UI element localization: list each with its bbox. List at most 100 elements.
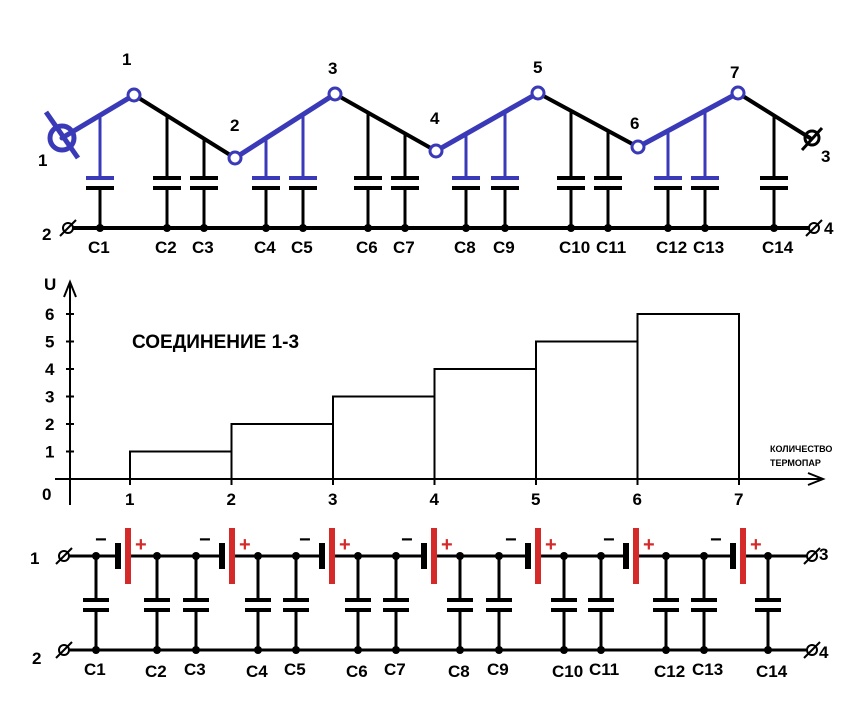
top-rail-node [392,552,400,560]
rail-node [567,224,575,232]
terminal-slash [803,641,821,659]
capacitor-label: C7 [393,238,415,257]
terminal-label: 1 [38,151,47,170]
bottom-circuit: 1 2 3 4 − + − + − + − + − + − + − + C1 C2 C3 C4 C5 C6 C7 C8 C9 C10 C… [30,528,829,681]
rail-node [770,224,778,232]
bottom-rail-node [92,646,100,654]
bottom-rail-node [662,646,670,654]
terminal-3-slash [800,126,824,152]
x-tick-label: 7 [734,490,743,509]
terminal-slash [55,547,73,565]
top-rail-node [292,552,300,560]
capacitor-label: C9 [493,238,515,257]
plus-sign: + [441,534,453,556]
voltage-chart: СОЕДИНЕНИЕ 1-3 U КОЛИЧЕСТВО ТЕРМОПАР 0 1… [42,275,832,509]
rail-node [96,224,104,232]
black-wire-segment [333,92,438,153]
junction-label: 5 [533,58,542,77]
y-tick-label: 1 [45,443,54,462]
y-tick-label: 2 [45,415,54,434]
rail-node [163,224,171,232]
capacitor-label: C13 [692,660,723,679]
top-rail-node [597,552,605,560]
y-tick-label: 6 [45,305,54,324]
plus-sign: + [643,534,655,556]
top-rail-node [92,552,100,560]
capacitor-label: C13 [693,238,724,257]
junction-label: 6 [630,114,639,133]
capacitor-label: C4 [254,238,276,257]
rail-node [501,224,509,232]
bar [433,368,537,480]
plus-sign: + [239,534,251,556]
plus-sign: + [339,534,351,556]
bottom-rail-node [597,646,605,654]
minus-sign: − [603,529,615,551]
junction-label: 4 [430,109,440,128]
bar [230,423,334,480]
x-tick-label: 2 [227,490,236,509]
x-axis-label-line2: ТЕРМОПАР [770,458,821,468]
x-tick-label: 3 [328,490,337,509]
capacitor-label: C3 [192,238,214,257]
capacitor-label: C6 [346,662,368,681]
junction-node [630,139,646,155]
bottom-rail-node [392,646,400,654]
bottom-rail-node [192,646,200,654]
junction-node [730,85,746,101]
minus-sign: − [710,529,722,551]
bottom-rail-node [354,646,362,654]
bottom-rail-node [495,646,503,654]
rail-node [462,224,470,232]
bottom-rail-node [153,646,161,654]
terminal-slash [55,641,73,659]
top-rail-node [700,552,708,560]
bottom-rail-node [700,646,708,654]
capacitor-label: C8 [454,238,476,257]
bottom-rail-node [292,646,300,654]
x-tick-label: 1 [125,490,134,509]
rail-node [701,224,709,232]
junction-label: 2 [230,116,239,135]
origin-label: 0 [42,485,51,504]
cell-gap [422,553,434,559]
cell-gap [526,553,538,559]
capacitor-label: C4 [246,662,268,681]
capacitor-label: C1 [84,660,106,679]
junction-node [530,85,546,101]
top-rail-node [456,552,464,560]
x-tick-label: 6 [633,490,642,509]
capacitor-label: C5 [284,660,306,679]
capacitor-label: C12 [654,662,685,681]
cell-gap [220,553,232,559]
y-axis-arrow [63,279,77,298]
terminal-label: 4 [819,643,829,662]
y-tick-label: 4 [45,360,55,379]
junction-node [428,143,444,159]
black-wire-segment [536,91,640,149]
x-tick-label: 5 [531,490,540,509]
capacitor-label: C3 [184,660,206,679]
capacitor-label: C10 [559,238,590,257]
top-rail-node [495,552,503,560]
minus-sign: − [401,529,413,551]
capacitor-label: C12 [656,238,687,257]
capacitor-label: C7 [384,660,406,679]
capacitor-label: C11 [596,238,626,257]
bar [129,450,233,480]
top-circuit: C1 C2 C3 C4 C5 C6 C7 C8 C9 C10 C11 C12 C13 C14 1 2 3 4 5 6 7… [38,50,834,257]
top-rail-node [254,552,262,560]
rail-node [401,224,409,232]
rail-node [299,224,307,232]
terminal-label: 2 [42,225,51,244]
capacitor-label: C5 [291,238,313,257]
cell-gap [731,553,743,559]
top-rail-node [662,552,670,560]
plus-sign: + [135,534,147,556]
chart-title: СОЕДИНЕНИЕ 1-3 [132,332,299,353]
capacitor-label: C2 [145,662,167,681]
capacitor-label: C11 [589,660,619,679]
terminal-slash [805,219,823,237]
junction-label: 3 [328,59,337,78]
junction-node [327,86,343,102]
